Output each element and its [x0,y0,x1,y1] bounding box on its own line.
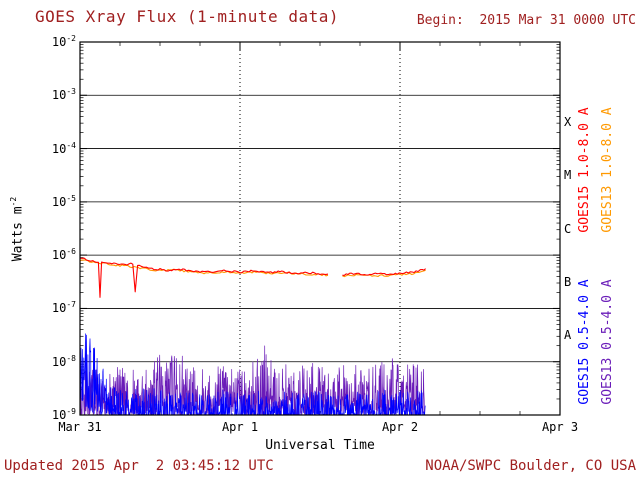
y-tick-label: 10-7 [51,300,76,316]
data-source: NOAA/SWPC Boulder, CO USA [425,458,636,474]
x-tick-label: Apr 1 [221,420,259,434]
flare-class-label-m: M [564,168,572,183]
y-tick-label: 10-2 [51,34,76,49]
y-tick-label: 10-3 [51,87,76,103]
begin-timestamp: Begin: 2015 Mar 31 0000 UTC [416,13,636,28]
y-axis-unit-exponent: -2 [9,196,18,207]
series-label-goes13-1-0-8-0-a: GOES13 1.0-8.0 A [600,107,615,233]
series-label-goes15-0-5-4-0-a: GOES15 0.5-4.0 A [577,279,592,405]
y-axis-label: Watts m-2 [5,149,26,309]
flare-class-label-a: A [564,328,572,343]
y-tick-label: 10-4 [51,140,76,156]
flare-class-label-b: B [564,274,572,289]
flare-class-label-x: X [564,114,572,129]
y-tick-label: 10-9 [51,407,76,422]
x-axis-label: Universal Time [265,438,375,453]
chart-title: GOES Xray Flux (1-minute data) [35,7,339,26]
y-tick-label: 10-6 [51,247,76,263]
series-label-goes15-1-0-8-0-a: GOES15 1.0-8.0 A [577,107,592,233]
flare-class-label-c: C [564,221,572,236]
x-tick-label: Mar 31 [58,420,102,434]
x-tick-label: Apr 3 [541,420,579,434]
series-label-goes13-0-5-4-0-a: GOES13 0.5-4.0 A [600,279,615,405]
updated-timestamp: Updated 2015 Apr 2 03:45:12 UTC [4,458,274,474]
y-tick-label: 10-8 [51,353,76,369]
x-tick-label: Apr 2 [381,420,419,434]
y-axis-unit-text: Watts m [10,206,26,262]
y-tick-label: 10-5 [51,193,76,209]
